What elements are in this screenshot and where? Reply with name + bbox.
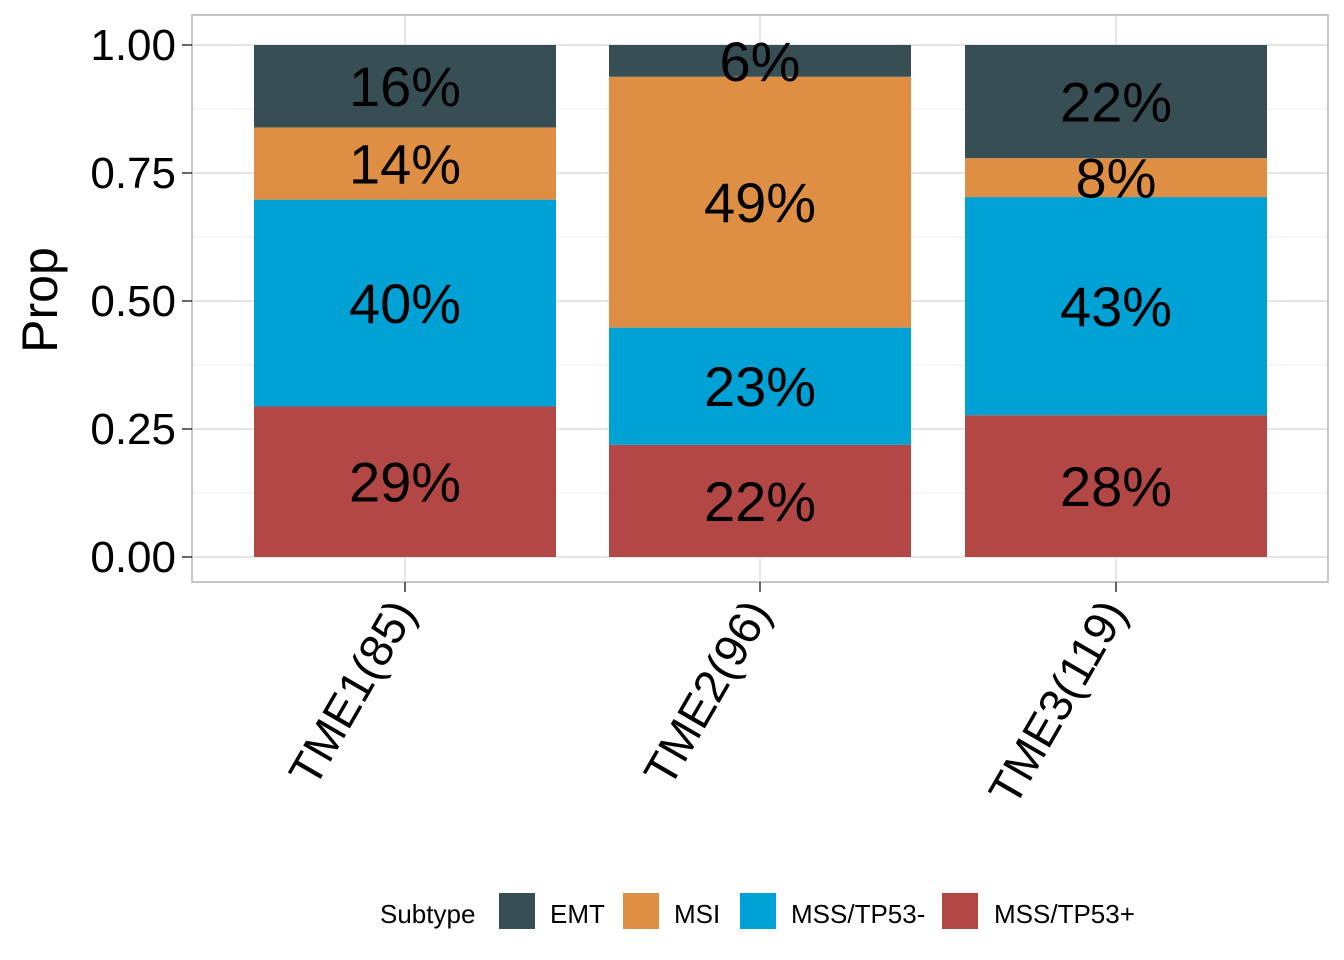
data-label-mss-tp53-2: 23% [704, 355, 816, 418]
bar-mss-tp53-1 [254, 199, 556, 407]
y-tick-label: 0.00 [90, 533, 176, 582]
bar-mss-tp53-3 [965, 415, 1267, 557]
y-tick-label: 0.75 [90, 149, 176, 198]
legend-label-emt: EMT [550, 899, 605, 929]
legend-label-mss-tp53: MSS/TP53- [791, 899, 925, 929]
data-labels: 29% 40% 14% 16% 22% 23% 49% 6% 28% 43% 8% 22% [349, 30, 1172, 533]
y-tick-label: 1.00 [90, 21, 176, 70]
y-tick-label: 0.50 [90, 277, 176, 326]
bar-mss-tp53-1 [254, 406, 556, 557]
data-label-emt-2: 6% [720, 30, 801, 93]
legend-key-msi [623, 893, 659, 929]
bar-msi-3 [965, 158, 1267, 198]
bar-emt-2 [609, 45, 911, 77]
legend: Subtype EMT MSI MSS/TP53- MSS/TP53+ [380, 893, 1135, 929]
data-label-mss-tp53-3: 43% [1060, 275, 1172, 338]
bar-mss-tp53-2 [609, 444, 911, 557]
y-axis-title: Prop [12, 247, 68, 353]
legend-title: Subtype [380, 899, 475, 929]
data-label-msi-2: 49% [704, 171, 816, 234]
data-label-msi-3: 8% [1076, 147, 1157, 210]
legend-label-mss-tp53: MSS/TP53+ [994, 899, 1135, 929]
bar-mss-tp53-2 [609, 327, 911, 445]
data-label-msi-1: 14% [349, 133, 461, 196]
data-label-mss-tp53-3: 28% [1060, 455, 1172, 518]
legend-key-mss-tp53 [942, 893, 978, 929]
y-axis: 0.00 0.25 0.50 0.75 1.00 [90, 21, 192, 582]
data-label-mss-tp53-2: 22% [704, 470, 816, 533]
data-label-mss-tp53-1: 29% [349, 451, 461, 514]
bar-emt-1 [254, 45, 556, 128]
legend-label-msi: MSI [674, 899, 720, 929]
bar-msi-1 [254, 127, 556, 200]
bar-mss-tp53-3 [965, 197, 1267, 416]
legend-key-emt [499, 893, 535, 929]
bar-emt-3 [965, 45, 1267, 159]
y-tick-label: 0.25 [90, 405, 176, 454]
bars [254, 45, 1267, 557]
bar-msi-2 [609, 76, 911, 328]
legend-key-mss-tp53 [740, 893, 776, 929]
data-label-emt-3: 22% [1060, 71, 1172, 134]
data-label-emt-1: 16% [349, 55, 461, 118]
data-label-mss-tp53-1: 40% [349, 272, 461, 335]
